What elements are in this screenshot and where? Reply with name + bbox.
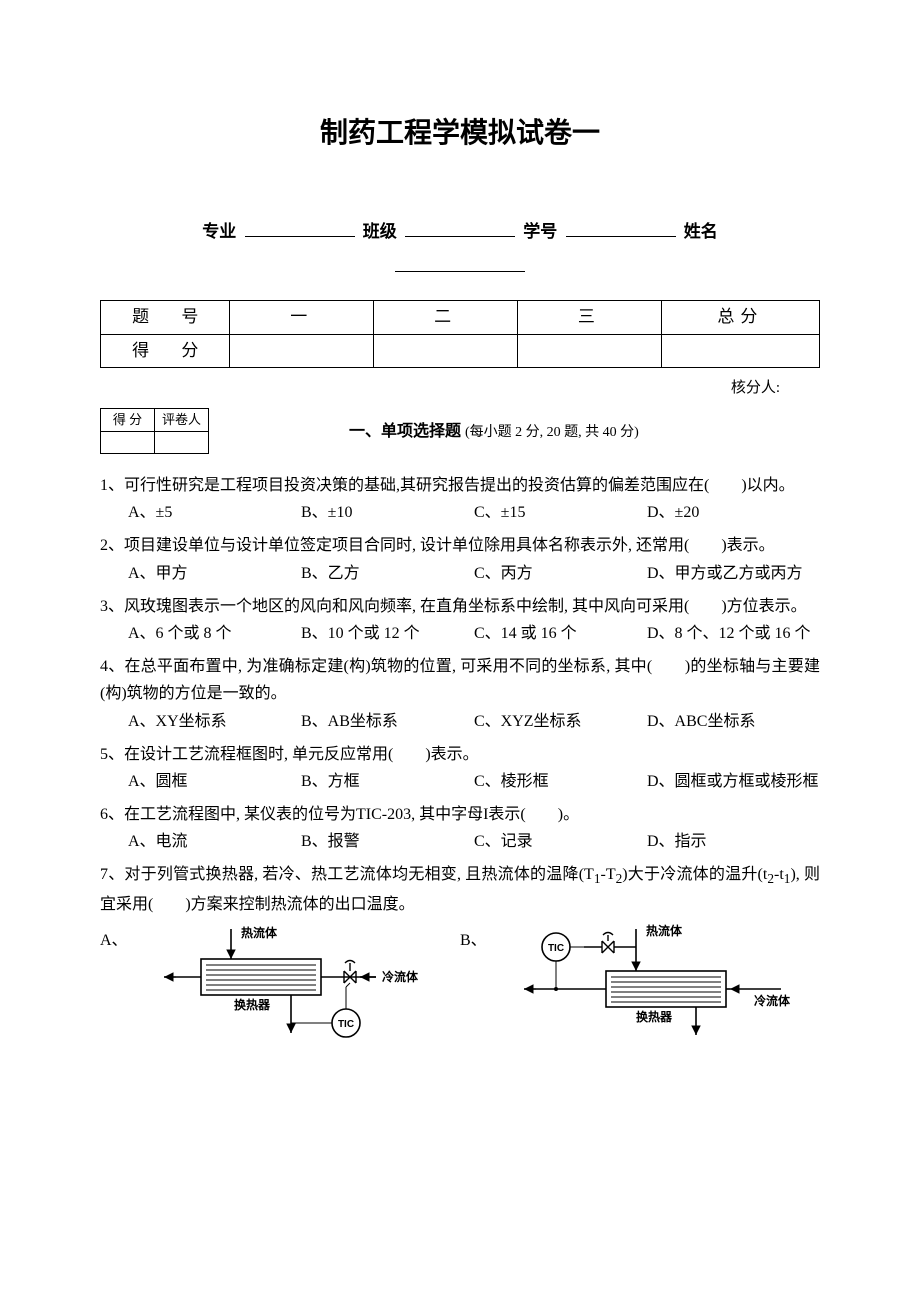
option[interactable]: C、记录 bbox=[474, 828, 647, 855]
option[interactable]: C、14 或 16 个 bbox=[474, 620, 647, 647]
option[interactable]: D、8 个、12 个或 16 个 bbox=[647, 620, 820, 647]
name-blank-row bbox=[100, 254, 820, 281]
table-row: 得 分 bbox=[101, 334, 820, 368]
score-col-1: 一 bbox=[230, 300, 374, 334]
name-blank[interactable] bbox=[395, 255, 525, 273]
score-col-total: 总分 bbox=[661, 300, 819, 334]
option-a-label: A、 bbox=[100, 923, 146, 954]
cold-fluid-label: 冷流体 bbox=[382, 969, 419, 984]
question-6: 6、在工艺流程图中, 某仪表的位号为TIC-203, 其中字母I表示( )。A、… bbox=[100, 801, 820, 855]
heat-exchanger-diagram-b: TIC 热流体 冷流体 bbox=[506, 923, 806, 1043]
option[interactable]: A、甲方 bbox=[128, 560, 301, 587]
mini-score-label: 得 分 bbox=[101, 408, 155, 431]
option[interactable]: A、电流 bbox=[128, 828, 301, 855]
student-info-line: 专业 班级 学号 姓名 bbox=[100, 218, 820, 247]
option[interactable]: C、棱形框 bbox=[474, 768, 647, 795]
score-col-3: 三 bbox=[518, 300, 662, 334]
question-stem: 5、在设计工艺流程框图时, 单元反应常用( )表示。 bbox=[100, 741, 820, 768]
option[interactable]: B、乙方 bbox=[301, 560, 474, 587]
id-label: 学号 bbox=[523, 222, 557, 241]
heat-exchanger-diagram-a: 热流体 冷流体 换热器 bbox=[146, 923, 426, 1043]
question-options: A、6 个或 8 个B、10 个或 12 个C、14 或 16 个D、8 个、1… bbox=[100, 620, 820, 647]
question-stem: 4、在总平面布置中, 为准确标定建(构)筑物的位置, 可采用不同的坐标系, 其中… bbox=[100, 653, 820, 707]
cold-fluid-label: 冷流体 bbox=[754, 993, 791, 1008]
tic-label: TIC bbox=[338, 1019, 354, 1030]
section-1-note: (每小题 2 分, 20 题, 共 40 分) bbox=[465, 425, 639, 440]
class-blank[interactable] bbox=[405, 218, 515, 237]
mini-grader-cell[interactable] bbox=[155, 432, 209, 454]
name-label: 姓名 bbox=[684, 222, 718, 241]
score-col-2: 二 bbox=[374, 300, 518, 334]
question-2: 2、项目建设单位与设计单位签定项目合同时, 设计单位除用具体名称表示外, 还常用… bbox=[100, 532, 820, 586]
section-1-title: 一、单项选择题 bbox=[349, 413, 461, 440]
score-cell[interactable] bbox=[230, 334, 374, 368]
option[interactable]: A、±5 bbox=[128, 499, 301, 526]
tic-label: TIC bbox=[548, 943, 564, 954]
option[interactable]: B、AB坐标系 bbox=[301, 708, 474, 735]
option[interactable]: B、10 个或 12 个 bbox=[301, 620, 474, 647]
question-block: 1、可行性研究是工程项目投资决策的基础,其研究报告提出的投资估算的偏差范围应在(… bbox=[100, 472, 820, 918]
option[interactable]: B、报警 bbox=[301, 828, 474, 855]
score-cell[interactable] bbox=[661, 334, 819, 368]
question-stem: 3、风玫瑰图表示一个地区的风向和风向频率, 在直角坐标系中绘制, 其中风向可采用… bbox=[100, 593, 820, 620]
exchanger-label: 换热器 bbox=[234, 997, 271, 1012]
major-blank[interactable] bbox=[245, 218, 355, 237]
exchanger-label: 换热器 bbox=[636, 1009, 673, 1024]
question-stem: 2、项目建设单位与设计单位签定项目合同时, 设计单位除用具体名称表示外, 还常用… bbox=[100, 532, 820, 559]
mini-score-table: 得 分 评卷人 bbox=[100, 408, 209, 454]
question-stem: 6、在工艺流程图中, 某仪表的位号为TIC-203, 其中字母I表示( )。 bbox=[100, 801, 820, 828]
mini-grader-label: 评卷人 bbox=[155, 408, 209, 431]
question-5: 5、在设计工艺流程框图时, 单元反应常用( )表示。A、圆框B、方框C、棱形框D… bbox=[100, 741, 820, 795]
question-1: 1、可行性研究是工程项目投资决策的基础,其研究报告提出的投资估算的偏差范围应在(… bbox=[100, 472, 820, 526]
option[interactable]: D、甲方或乙方或丙方 bbox=[647, 560, 820, 587]
section-1-header: 得 分 评卷人 一、单项选择题 (每小题 2 分, 20 题, 共 40 分) bbox=[100, 408, 820, 454]
question-7: 7、对于列管式换热器, 若冷、热工艺流体均无相变, 且热流体的温降(T1-T2)… bbox=[100, 861, 820, 918]
question-stem: 7、对于列管式换热器, 若冷、热工艺流体均无相变, 且热流体的温降(T1-T2)… bbox=[100, 861, 820, 918]
question-4: 4、在总平面布置中, 为准确标定建(构)筑物的位置, 可采用不同的坐标系, 其中… bbox=[100, 653, 820, 735]
page-title: 制药工程学模拟试卷一 bbox=[100, 110, 820, 158]
question-stem: 1、可行性研究是工程项目投资决策的基础,其研究报告提出的投资估算的偏差范围应在(… bbox=[100, 472, 820, 499]
q7-option-a: A、 热流体 bbox=[100, 923, 460, 1043]
option[interactable]: B、±10 bbox=[301, 499, 474, 526]
score-row-label: 得 分 bbox=[101, 334, 230, 368]
hot-fluid-label: 热流体 bbox=[646, 923, 683, 938]
option-b-label: B、 bbox=[460, 923, 506, 954]
option[interactable]: D、指示 bbox=[647, 828, 820, 855]
question-options: A、电流B、报警C、记录D、指示 bbox=[100, 828, 820, 855]
q7-option-b: B、 TIC 热流体 bbox=[460, 923, 820, 1043]
option[interactable]: D、圆框或方框或棱形框 bbox=[647, 768, 820, 795]
question-options: A、XY坐标系B、AB坐标系C、XYZ坐标系D、ABC坐标系 bbox=[100, 708, 820, 735]
class-label: 班级 bbox=[363, 222, 397, 241]
option[interactable]: C、±15 bbox=[474, 499, 647, 526]
question-3: 3、风玫瑰图表示一个地区的风向和风向频率, 在直角坐标系中绘制, 其中风向可采用… bbox=[100, 593, 820, 647]
major-label: 专业 bbox=[202, 222, 236, 241]
checker-label: 核分人: bbox=[100, 376, 820, 402]
id-blank[interactable] bbox=[566, 218, 676, 237]
option[interactable]: C、丙方 bbox=[474, 560, 647, 587]
option[interactable]: D、±20 bbox=[647, 499, 820, 526]
question-options: A、±5B、±10C、±15D、±20 bbox=[100, 499, 820, 526]
table-row: 题 号 一 二 三 总分 bbox=[101, 300, 820, 334]
option[interactable]: C、XYZ坐标系 bbox=[474, 708, 647, 735]
option[interactable]: D、ABC坐标系 bbox=[647, 708, 820, 735]
score-header-label: 题 号 bbox=[101, 300, 230, 334]
score-cell[interactable] bbox=[374, 334, 518, 368]
option[interactable]: A、6 个或 8 个 bbox=[128, 620, 301, 647]
q7-diagram-row: A、 热流体 bbox=[100, 923, 820, 1043]
score-cell[interactable] bbox=[518, 334, 662, 368]
option[interactable]: A、XY坐标系 bbox=[128, 708, 301, 735]
question-options: A、圆框B、方框C、棱形框D、圆框或方框或棱形框 bbox=[100, 768, 820, 795]
mini-score-cell[interactable] bbox=[101, 432, 155, 454]
question-options: A、甲方B、乙方C、丙方D、甲方或乙方或丙方 bbox=[100, 560, 820, 587]
score-table: 题 号 一 二 三 总分 得 分 bbox=[100, 300, 820, 369]
option[interactable]: A、圆框 bbox=[128, 768, 301, 795]
hot-fluid-label: 热流体 bbox=[241, 925, 278, 940]
option[interactable]: B、方框 bbox=[301, 768, 474, 795]
